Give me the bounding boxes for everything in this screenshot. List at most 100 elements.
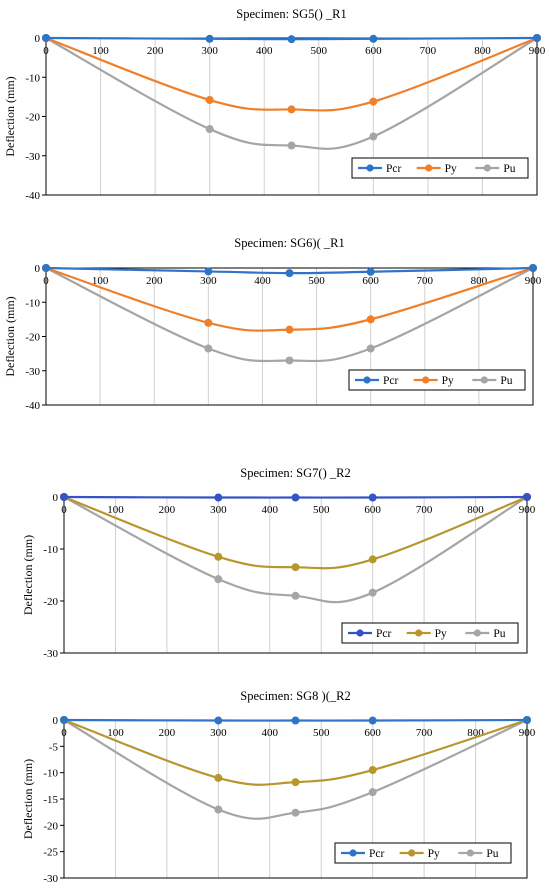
legend-label-py: Py — [442, 375, 454, 387]
x-tick-label: 200 — [146, 275, 163, 287]
legend-label-pcr: Pcr — [376, 628, 392, 640]
chart-4: Specimen: SG8 )(_R20-5-10-15-20-25-300 10… — [21, 689, 536, 885]
data-point-pcr — [205, 34, 214, 43]
legend-label-pu: Pu — [503, 163, 515, 175]
legend: Pcr Py Pu — [334, 842, 512, 864]
y-tick-label: -10 — [43, 544, 58, 556]
data-point-pu — [204, 344, 213, 353]
data-point-py — [205, 96, 214, 105]
y-tick-label: -20 — [43, 596, 58, 608]
data-point-pcr — [523, 493, 531, 501]
data-point-pcr — [368, 493, 377, 502]
series-line-pu — [63, 496, 528, 604]
y-axis-label: Deflection (mm) — [21, 535, 35, 615]
x-tick-label: 300 — [210, 504, 227, 516]
series-line-py — [63, 495, 528, 570]
data-point-pu — [214, 575, 223, 584]
x-tick-label: 200 — [159, 727, 176, 739]
legend-label-pcr: Pcr — [386, 163, 402, 175]
legend-label-py: Py — [428, 848, 440, 860]
x-tick-label: 800 — [474, 45, 491, 57]
data-point-py — [285, 325, 294, 334]
x-tick-label: 700 — [416, 504, 433, 516]
data-point-pu — [205, 125, 214, 134]
x-tick-label: 200 — [159, 504, 176, 516]
chart-title: Specimen: SG7() _R2 — [240, 466, 350, 480]
legend-label-pu: Pu — [500, 375, 512, 387]
data-point-pcr — [204, 267, 213, 276]
data-point-pcr — [60, 493, 68, 501]
legend: Pcr Py Pu — [351, 157, 529, 179]
legend-marker-py — [408, 849, 416, 857]
data-point-pcr — [369, 34, 378, 43]
data-point-py — [366, 315, 375, 324]
legend-label-pcr: Pcr — [383, 375, 399, 387]
x-tick-label: 500 — [308, 275, 325, 287]
y-axis-label: Deflection (mm) — [21, 759, 35, 839]
chart-title: Specimen: SG6)( _R1 — [234, 236, 344, 250]
data-point-pu — [368, 588, 377, 597]
legend: Pcr Py Pu — [341, 622, 519, 644]
chart-title: Specimen: SG8 )(_R2 — [240, 689, 350, 703]
y-tick-label: 0 — [35, 33, 41, 45]
y-tick-label: -10 — [25, 72, 40, 84]
x-tick-label: 700 — [420, 45, 437, 57]
legend-marker-py — [415, 629, 423, 637]
y-tick-label: -30 — [25, 366, 40, 378]
y-tick-label: -30 — [43, 648, 58, 660]
series-line-py — [45, 36, 538, 112]
data-point-pcr — [523, 716, 531, 724]
x-tick-label: 300 — [201, 45, 218, 57]
x-tick-label: 0 — [61, 727, 67, 739]
y-tick-label: -10 — [25, 297, 40, 309]
x-tick-label: 0 — [61, 504, 67, 516]
legend-marker-pu — [480, 376, 488, 384]
data-point-pcr — [291, 493, 300, 502]
data-point-pu — [369, 132, 378, 141]
chart-1: Specimen: SG5() _R1 0 -10 -20 -30 -40 0 100 200 3… — [3, 7, 546, 202]
x-tick-label: 500 — [311, 45, 328, 57]
data-point-pu — [214, 805, 223, 814]
x-tick-label: 0 — [43, 45, 49, 57]
y-tick-label: -10 — [43, 768, 58, 780]
x-tick-label: 600 — [364, 504, 381, 516]
legend-marker-py — [422, 376, 430, 384]
data-point-pu — [291, 591, 300, 600]
x-tick-label: 300 — [200, 275, 217, 287]
x-tick-label: 500 — [313, 504, 330, 516]
legend-marker-pcr — [366, 164, 374, 172]
data-point-pcr — [42, 34, 50, 42]
x-tick-label: 600 — [365, 45, 382, 57]
y-axis-label: Deflection (mm) — [3, 296, 17, 376]
legend-marker-pu — [473, 629, 481, 637]
series-line-pu — [45, 267, 534, 363]
x-tick-label: 400 — [262, 727, 279, 739]
y-tick-label: 0 — [53, 492, 59, 504]
y-tick-label: -40 — [25, 400, 40, 412]
y-tick-label: -40 — [25, 190, 40, 202]
x-tick-label: 0 — [43, 275, 49, 287]
x-tick-label: 300 — [210, 727, 227, 739]
data-point-pcr — [529, 264, 537, 272]
x-tick-label: 100 — [107, 727, 124, 739]
x-tick-label: 100 — [92, 45, 109, 57]
data-point-pu — [285, 356, 294, 365]
data-point-py — [287, 105, 296, 114]
x-tick-label: 800 — [467, 504, 484, 516]
data-point-pcr — [214, 716, 223, 725]
chart-2: Specimen: SG6)( _R10-10-20-30-400 100 200 3… — [3, 236, 542, 412]
series-line-pu — [45, 37, 538, 150]
legend-label-py: Py — [445, 163, 457, 175]
x-tick-label: 700 — [417, 275, 434, 287]
x-tick-label: 900 — [525, 275, 542, 287]
x-tick-label: 500 — [313, 727, 330, 739]
y-tick-label: 0 — [35, 263, 41, 275]
legend-label-pu: Pu — [493, 628, 505, 640]
data-point-pu — [368, 788, 377, 797]
legend-label-pu: Pu — [486, 848, 498, 860]
data-point-py — [214, 552, 223, 561]
y-tick-label: -20 — [43, 820, 58, 832]
data-point-py — [291, 563, 300, 572]
